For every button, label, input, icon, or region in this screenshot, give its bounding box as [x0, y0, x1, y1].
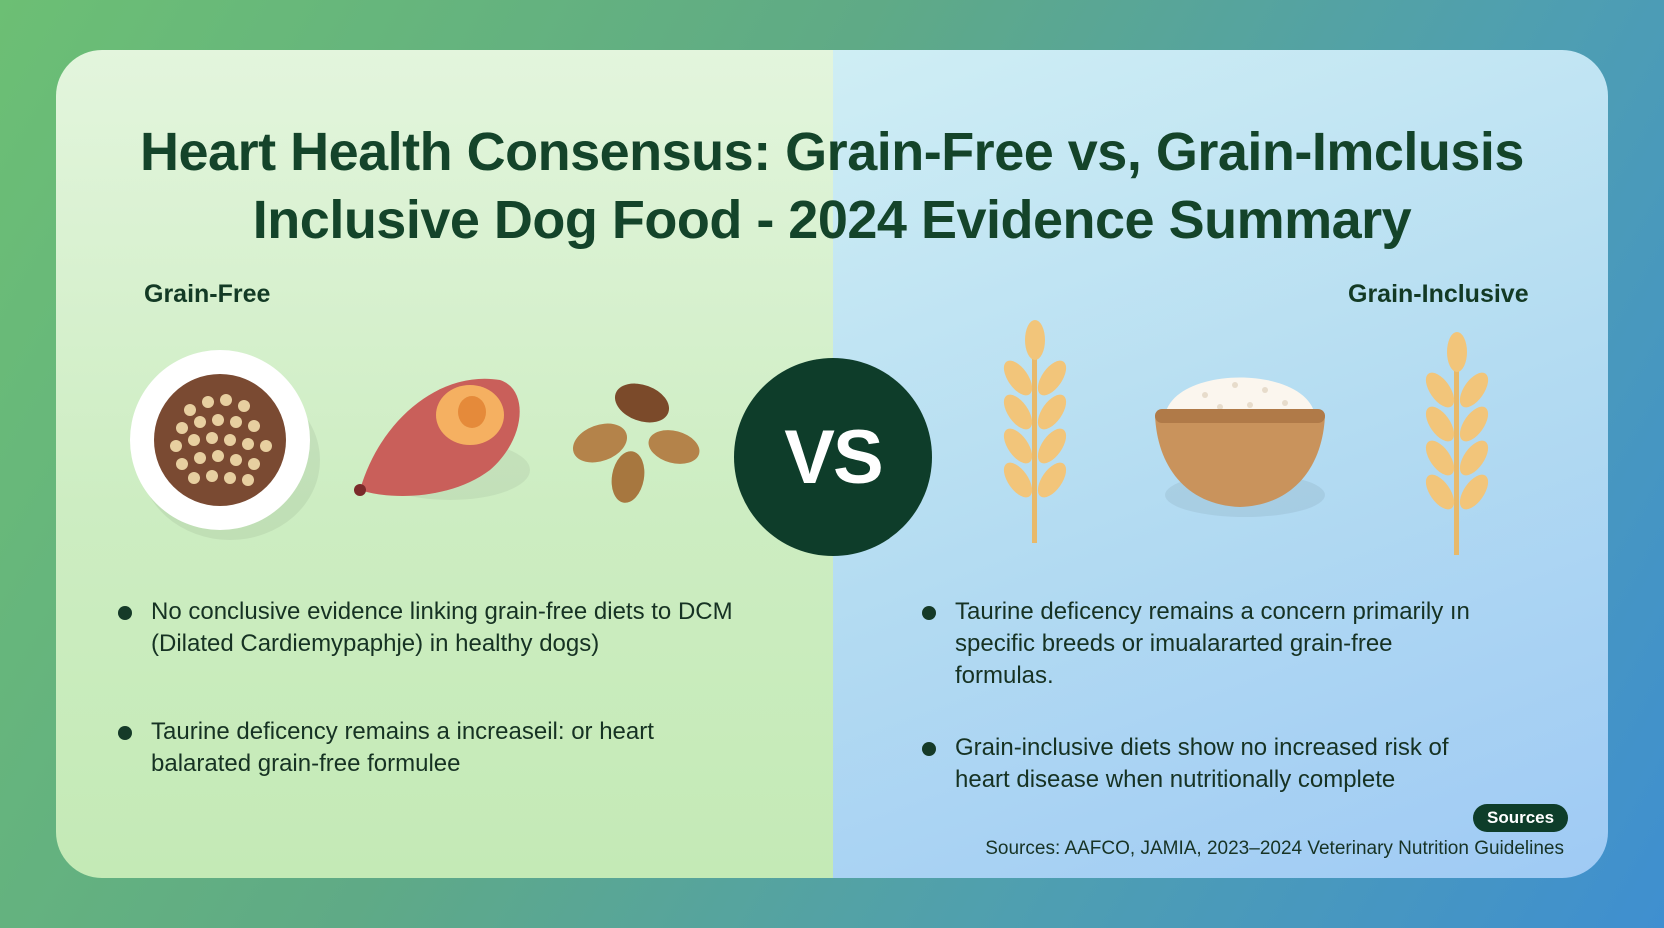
list-item: Taurine deficency remains a increaseil: … — [118, 716, 691, 780]
title-line-1: Heart Health Consensus: Grain-Free vs, G… — [140, 122, 1524, 182]
title-line-2: Inclusive Dog Food - 2024 Evidence Summa… — [252, 190, 1412, 250]
wheat-icon — [1003, 320, 1067, 543]
list-item: Grain-inclusive diets show no increased … — [922, 732, 1482, 796]
sources-text: Sources: AAFCO, JAMIA, 2023–2024 Veterin… — [985, 838, 1564, 859]
grain-inclusive-bullets: Taurine deficency remains a concern prim… — [922, 596, 1482, 852]
grain-free-label: Grain-Free — [144, 280, 271, 308]
grain-bowl-icon — [130, 350, 320, 540]
grain-inclusive-label: Grain-Inclusive — [1348, 280, 1529, 308]
sources-badge: Sources — [1473, 804, 1569, 832]
vs-badge: VS — [734, 358, 932, 556]
list-item: No conclusive evidence linking grain-fre… — [118, 596, 798, 660]
legumes-icon — [572, 383, 700, 503]
page-title: Heart Health Consensus: Grain-Free vs, G… — [0, 118, 1664, 254]
sweet-potato-icon — [354, 378, 530, 500]
rice-bowl-icon — [1155, 377, 1325, 517]
wheat-icon — [1425, 332, 1489, 555]
list-item: Taurine deficency remains a concern prim… — [922, 596, 1475, 692]
grain-free-bullets: No conclusive evidence linking grain-fre… — [118, 596, 798, 836]
